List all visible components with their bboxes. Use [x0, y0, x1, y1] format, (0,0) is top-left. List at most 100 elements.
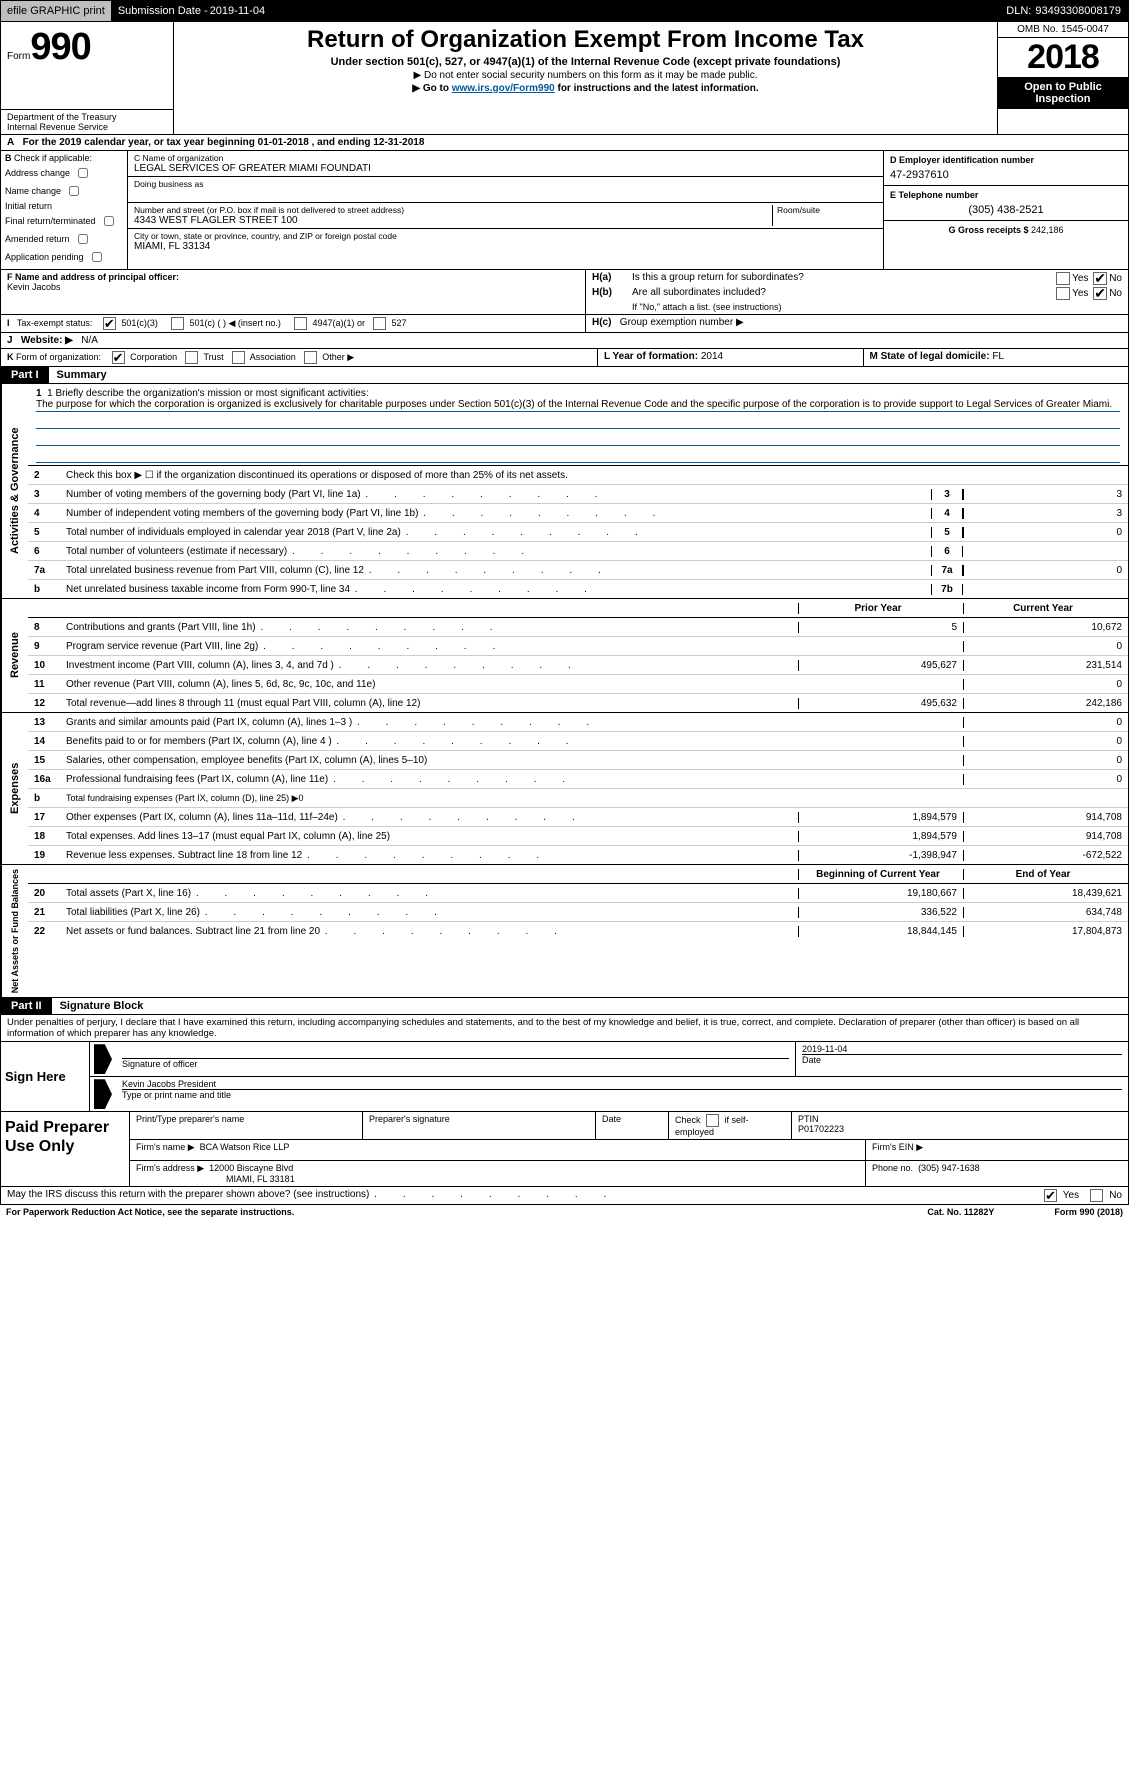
firm-ein-cell: Firm's EIN ▶ [866, 1140, 1128, 1160]
chk-5[interactable] [92, 252, 102, 262]
chk-4[interactable] [78, 234, 88, 244]
chk-1[interactable] [69, 186, 79, 196]
irs-link[interactable]: www.irs.gov/Form990 [452, 83, 555, 94]
dept-1: Department of the Treasury [7, 112, 167, 122]
l11-d: Other revenue (Part VIII, column (A), li… [62, 677, 798, 692]
k-opt-0: Corporation [130, 352, 177, 362]
vtab-activities: Activities & Governance [1, 384, 28, 598]
sig-line[interactable] [122, 1044, 789, 1059]
dept-2: Internal Revenue Service [7, 122, 167, 132]
line-6: 6Total number of volunteers (estimate if… [28, 542, 1128, 561]
i-501c-box[interactable] [171, 317, 184, 330]
m-val: FL [992, 351, 1004, 362]
part-2-title: Signature Block [52, 998, 152, 1014]
k-other-box[interactable] [304, 351, 317, 364]
sub-date-lbl: Submission Date - [118, 5, 208, 17]
col-eoy: End of Year [963, 869, 1128, 880]
form-number-box: Form990 [1, 22, 174, 109]
addr-val: 4343 WEST FLAGLER STREET 100 [134, 215, 772, 226]
i-4947-box[interactable] [294, 317, 307, 330]
activities-body: 1 1 Briefly describe the organization's … [28, 384, 1128, 598]
self-employed-box[interactable] [706, 1114, 719, 1127]
chk-amended[interactable]: Amended return [5, 231, 123, 247]
sig-date-lbl: Date [802, 1055, 1122, 1065]
l13-d: Grants and similar amounts paid (Part IX… [62, 715, 798, 730]
vtab-netassets: Net Assets or Fund Balances [1, 865, 28, 997]
h-b-yes-box[interactable] [1056, 287, 1070, 300]
row-fh: F Name and address of principal officer:… [0, 270, 1129, 315]
prep-row-1: Print/Type preparer's name Preparer's si… [130, 1112, 1128, 1140]
firm-addr1: 12000 Biscayne Blvd [209, 1163, 293, 1173]
chk-lbl-1: Name change [5, 186, 61, 196]
col-prior: Prior Year [798, 603, 963, 614]
dba-val [134, 189, 877, 200]
line-5-desc: Total number of individuals employed in … [62, 525, 931, 540]
k-trust-box[interactable] [185, 351, 198, 364]
chk-lbl-5: Application pending [5, 252, 84, 262]
main-title: Return of Organization Exempt From Incom… [180, 26, 991, 54]
h-a-yes-box[interactable] [1056, 272, 1070, 285]
prep-h5: PTIN [798, 1114, 1122, 1124]
prep-row-3: Firm's address ▶ 12000 Biscayne Blvd MIA… [130, 1161, 1128, 1186]
discuss-yes-box[interactable] [1044, 1189, 1057, 1202]
discuss-no-box[interactable] [1090, 1189, 1103, 1202]
sig-date-val: 2019-11-04 [802, 1044, 1122, 1055]
h-b-no-box[interactable] [1093, 287, 1107, 300]
h-c-lbl: H(c) [592, 317, 611, 328]
sig-officer-cell: Signature of officer [116, 1042, 795, 1076]
l8-d: Contributions and grants (Part VIII, lin… [62, 620, 798, 635]
label-j: J [7, 335, 13, 346]
l22-c: 17,804,873 [963, 926, 1128, 937]
mission-blank-3 [36, 450, 1120, 463]
chk-initial-return[interactable]: Initial return [5, 201, 123, 211]
header-bottom: Department of the Treasury Internal Reve… [0, 109, 1129, 135]
l12-c: 242,186 [963, 698, 1128, 709]
org-name-box: C Name of organization LEGAL SERVICES OF… [128, 151, 883, 177]
sig-name: Kevin Jacobs President [122, 1079, 1122, 1090]
sig-date-cell: 2019-11-04 Date [795, 1042, 1128, 1076]
addr-lbl: Number and street (or P.O. box if mail i… [134, 205, 772, 215]
preparer-body: Print/Type preparer's name Preparer's si… [130, 1112, 1128, 1186]
j-lbl: Website: ▶ [21, 335, 73, 346]
chk-final-return[interactable]: Final return/terminated [5, 213, 123, 229]
l8-p: 5 [798, 622, 963, 633]
rev-header: Prior YearCurrent Year [28, 599, 1128, 618]
l10-p: 495,627 [798, 660, 963, 671]
sig-row-1: Signature of officer 2019-11-04 Date [90, 1042, 1128, 1077]
mission-blank-1 [36, 416, 1120, 429]
netassets-section: Net Assets or Fund Balances Beginning of… [0, 865, 1129, 998]
chk-pending[interactable]: Application pending [5, 249, 123, 265]
i-lbl: Tax-exempt status: [17, 318, 93, 328]
chk-address-change[interactable]: Address change [5, 165, 123, 181]
chk-name-change[interactable]: Name change [5, 183, 123, 199]
vtab-revenue: Revenue [1, 599, 28, 712]
i-501c3-box[interactable] [103, 317, 116, 330]
dba-box: Doing business as [128, 177, 883, 203]
l16b-d: Total fundraising expenses (Part IX, col… [62, 791, 798, 806]
box-f: F Name and address of principal officer:… [1, 270, 585, 314]
h-b-text: Are all subordinates included? [632, 287, 1054, 300]
sig-lbl: Signature of officer [122, 1059, 789, 1069]
section-bcdeg: B Check if applicable: Address change Na… [0, 151, 1129, 270]
firm-phone-val: (305) 947-1638 [918, 1163, 980, 1173]
chk-3[interactable] [104, 216, 114, 226]
line-22: 22Net assets or fund balances. Subtract … [28, 922, 1128, 940]
mission-blank-2 [36, 433, 1120, 446]
row-a-period: A For the 2019 calendar year, or tax yea… [0, 135, 1129, 151]
l12-d: Total revenue—add lines 8 through 11 (mu… [62, 696, 798, 711]
revenue-section: Revenue Prior YearCurrent Year 8Contribu… [0, 599, 1129, 713]
h-a-no-box[interactable] [1093, 272, 1107, 285]
tax-year: 2018 [998, 38, 1128, 77]
line-6-desc: Total number of volunteers (estimate if … [62, 544, 931, 559]
k-assoc-box[interactable] [232, 351, 245, 364]
dln: DLN: 93493308008179 [1000, 1, 1128, 21]
col-current: Current Year [963, 603, 1128, 614]
i-527-box[interactable] [373, 317, 386, 330]
dln-lbl: DLN: [1006, 5, 1031, 17]
chk-0[interactable] [78, 168, 88, 178]
line-7a-desc: Total unrelated business revenue from Pa… [62, 563, 931, 578]
k-corp-box[interactable] [112, 351, 125, 364]
l19-c: -672,522 [963, 850, 1128, 861]
line-4: 4Number of independent voting members of… [28, 504, 1128, 523]
sig-arrow-icon [94, 1044, 112, 1074]
